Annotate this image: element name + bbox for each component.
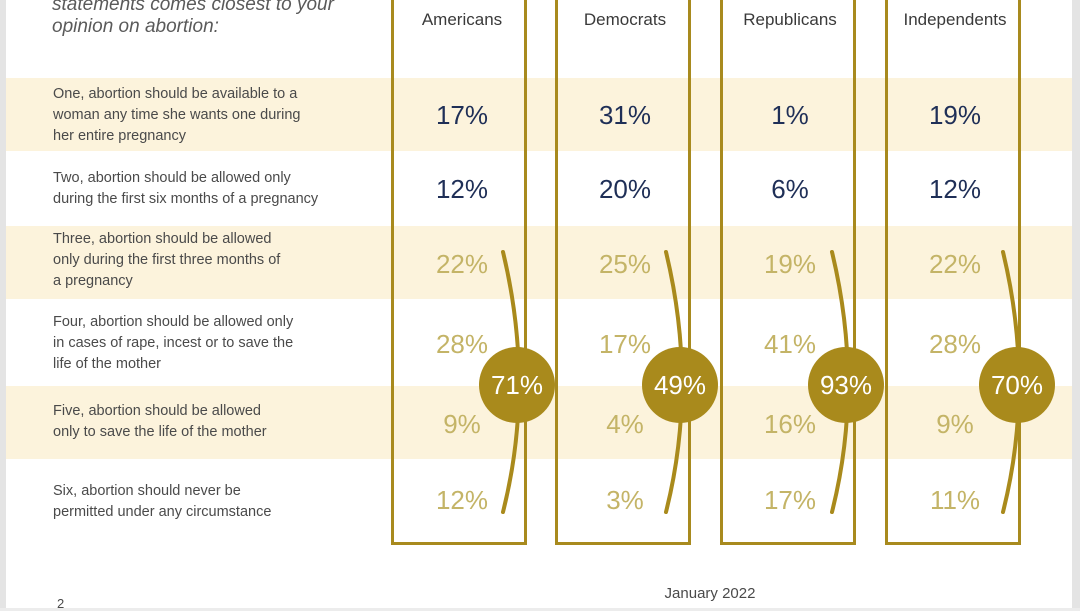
column-frame xyxy=(391,0,527,545)
total-badge: 49% xyxy=(642,347,718,423)
column-header: Independents xyxy=(903,10,1007,29)
row-label-line: Five, abortion should be allowed xyxy=(53,403,261,419)
value-cell: 25% xyxy=(598,249,652,279)
heading-line-1: statements comes closest to your xyxy=(52,0,334,15)
heading-line-2: opinion on abortion: xyxy=(52,16,219,37)
row-label-line: Four, abortion should be allowed only xyxy=(53,314,294,330)
page-number: 2 xyxy=(57,596,65,611)
value-cell: 11% xyxy=(929,485,981,515)
value-cell: 17% xyxy=(435,100,489,130)
column-header: Americans xyxy=(421,10,503,29)
column-frame xyxy=(555,0,691,545)
row-label-line: in cases of rape, incest or to save the xyxy=(53,335,294,351)
row-label: Three, abortion should be allowed only du… xyxy=(53,229,373,292)
left-edge xyxy=(0,0,6,608)
total-badge: 71% xyxy=(479,347,555,423)
row-label: Four, abortion should be allowed only in … xyxy=(53,312,373,375)
value-cell: 19% xyxy=(763,249,817,279)
value-cell: 3% xyxy=(606,485,644,515)
value-cell: 31% xyxy=(598,100,652,130)
column-frame xyxy=(720,0,856,545)
value-cell: 1% xyxy=(771,100,809,130)
column-header: Republicans xyxy=(743,10,837,29)
row-label-line: permitted under any circumstance xyxy=(53,504,272,520)
value-cell: 12% xyxy=(928,174,982,204)
value-cell: 9% xyxy=(443,409,481,439)
total-badge: 70% xyxy=(979,347,1055,423)
value-cell: 4% xyxy=(606,409,644,439)
row-label-line: woman any time she wants one during xyxy=(53,107,301,123)
value-cell: 41% xyxy=(763,329,817,359)
value-cell: 17% xyxy=(598,329,652,359)
row-band-1 xyxy=(6,78,1072,151)
right-edge xyxy=(1072,0,1080,608)
row-label-line: Three, abortion should be allowed xyxy=(53,231,272,247)
row-label: Two, abortion should be allowed only duri… xyxy=(53,168,373,210)
row-label-line: One, abortion should be available to a xyxy=(53,86,298,102)
value-cell: 9% xyxy=(936,409,974,439)
value-cell: 20% xyxy=(598,174,652,204)
row-label-line: only to save the life of the mother xyxy=(53,424,267,440)
value-cell: 19% xyxy=(928,100,982,130)
value-cell: 16% xyxy=(763,409,817,439)
value-cell: 22% xyxy=(928,249,982,279)
row-label-line: only during the first three months of xyxy=(53,252,281,268)
value-cell: 12% xyxy=(435,485,489,515)
row-label-line: Six, abortion should never be xyxy=(53,483,241,499)
value-cell: 28% xyxy=(928,329,982,359)
column-frame xyxy=(885,0,1021,545)
row-label-line: life of the mother xyxy=(53,356,161,372)
row-label: One, abortion should be available to a wo… xyxy=(53,84,373,147)
total-badge: 93% xyxy=(808,347,884,423)
value-cell: 12% xyxy=(435,174,489,204)
row-band-3 xyxy=(6,226,1072,299)
row-label: Five, abortion should be allowed only to … xyxy=(53,401,373,443)
row-label-line: during the first six months of a pregnan… xyxy=(53,191,319,207)
row-label: Six, abortion should never be permitted u… xyxy=(53,481,373,523)
row-label-line: a pregnancy xyxy=(53,273,133,289)
row-label-line: her entire pregnancy xyxy=(53,128,186,144)
value-cell: 28% xyxy=(435,329,489,359)
value-cell: 22% xyxy=(435,249,489,279)
row-label-line: Two, abortion should be allowed only xyxy=(53,170,291,186)
question-heading: statements comes closest to your opinion… xyxy=(52,0,372,38)
value-cell: 17% xyxy=(763,485,817,515)
value-cell: 6% xyxy=(771,174,809,204)
column-header: Democrats xyxy=(583,10,667,29)
footer-date: January 2022 xyxy=(664,585,756,602)
